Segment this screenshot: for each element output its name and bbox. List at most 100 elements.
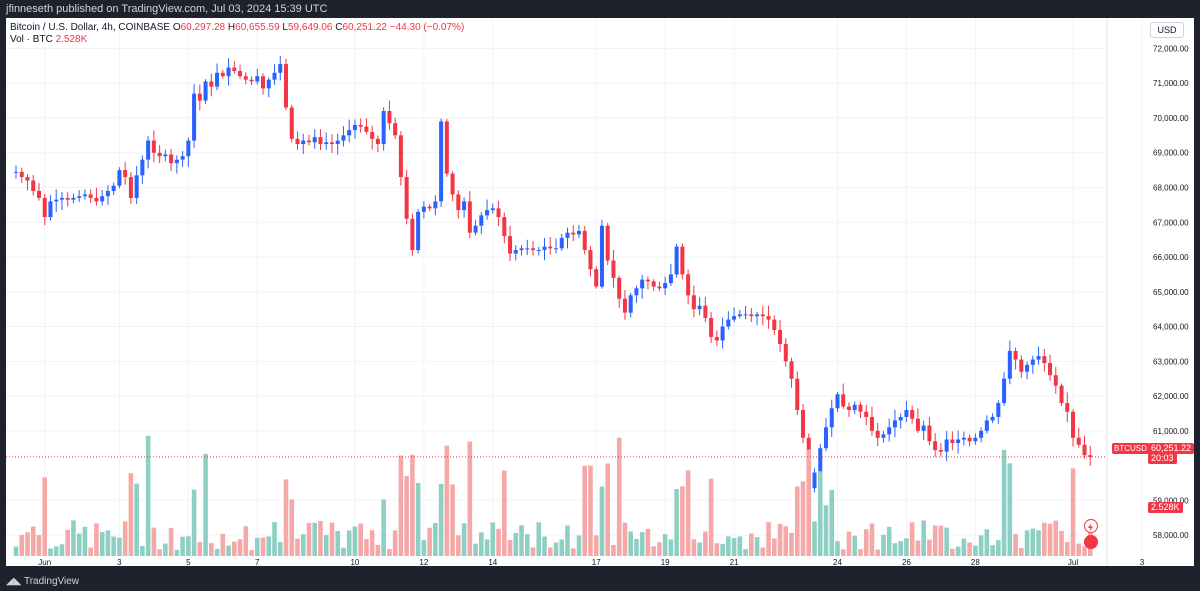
volume-bar [800,481,806,556]
volume-bar [444,445,450,556]
volume-bar [1013,534,1018,556]
time-tick: 24 [833,558,842,566]
candle-body [686,274,691,296]
price-chart[interactable]: 72,000.00 71,000.00 70,000.00 69,000.00 68,0… [6,18,1194,566]
volume-bar [484,539,490,556]
candle-body [71,197,76,200]
candle-body [13,171,19,173]
candle-body [622,298,627,313]
candle-body [232,67,237,72]
candle-body [82,194,87,197]
candle-body [898,416,903,421]
lightning-icon[interactable] [1084,519,1098,533]
volume-label[interactable]: Vol · BTC [10,34,53,45]
volume-bar [318,520,323,556]
candle-body [370,131,375,139]
volume-bar [209,543,214,556]
candle-body [697,305,702,310]
volume-bar [312,522,318,556]
volume-bar [869,523,875,556]
candle-body [720,326,725,341]
candle-body [892,420,897,428]
volume-bar [13,546,19,556]
currency-button[interactable]: USD [1150,22,1184,38]
volume-bar [346,530,352,556]
candle-body [65,197,70,200]
candle-body [329,142,334,145]
volume-bar [36,535,42,556]
symbol-label[interactable]: Bitcoin / U.S. Dollar, 4h, COINBASE [10,22,171,33]
candle-body [25,177,30,181]
volume-bar [76,533,82,556]
price-tick: 68,000.00 [1153,183,1189,192]
chart-frame[interactable]: 72,000.00 71,000.00 70,000.00 69,000.00 68,0… [6,18,1194,566]
candle-body [1065,403,1070,412]
volume-bar [128,473,134,556]
candle-body [283,64,289,108]
volume-bar [191,489,197,556]
candle-body [709,317,714,337]
time-tick: 3 [1140,558,1145,566]
volume-bar [427,527,432,556]
time-tick: 12 [419,558,428,566]
volume-bar [157,549,162,556]
candle-body [421,206,426,212]
candle-body [553,248,559,250]
tradingview-logo[interactable]: ◢◣ TradingView [6,576,79,587]
volume-bar [840,549,846,556]
volume-bar [881,534,886,556]
candle-body [519,248,524,251]
candle-body [726,319,731,327]
volume-bar [737,536,743,556]
candle-body [456,194,461,211]
candle-body [364,126,369,132]
candle-body [450,173,455,195]
volume-bar [582,465,588,556]
candle-body [961,437,966,440]
ohlc-row: Bitcoin / U.S. Dollar, 4h, COINBASE O60,… [10,22,464,34]
candle-body [341,135,346,141]
candle-body [846,406,851,410]
price-tick: 65,000.00 [1153,288,1189,297]
candle-body [59,197,64,200]
volume-bar [524,534,530,556]
volume-bar [168,527,174,556]
volume-bar [593,535,599,556]
volume-bar [588,465,593,556]
candle-body [444,121,449,174]
candle-body [192,93,197,141]
candle-body [358,124,363,127]
volume-bar [1042,522,1047,556]
candle-body [134,175,139,198]
volume-bar [59,544,65,556]
candle-body [88,194,93,198]
volume-bar [140,546,145,556]
candle-body [513,250,518,254]
candle-body [778,330,783,344]
low-value: 59,649.06 [287,22,333,33]
flag-icon[interactable] [1084,535,1098,549]
candle-body [146,140,151,160]
candle-body [48,201,53,218]
time-tick: Jun [38,558,51,566]
candle-body [209,81,214,87]
candle-body [467,201,472,233]
candle-body [967,437,972,442]
candle-body [278,64,283,73]
volume-bar [180,536,185,556]
candle-body [921,425,926,431]
volume-bar [720,543,725,556]
candle-body [680,246,685,275]
candle-body [335,140,340,145]
volume-bar [731,538,737,556]
candle-body [243,76,248,80]
candle-body [347,130,352,136]
volume-bar [616,437,622,556]
time-tick: 7 [255,558,260,566]
candle-body [772,319,777,331]
price-tick: 71,000.00 [1153,79,1189,88]
volume-bar [450,484,455,556]
volume-bar [944,527,949,556]
candle-body [732,316,737,320]
candle-body [599,225,604,287]
